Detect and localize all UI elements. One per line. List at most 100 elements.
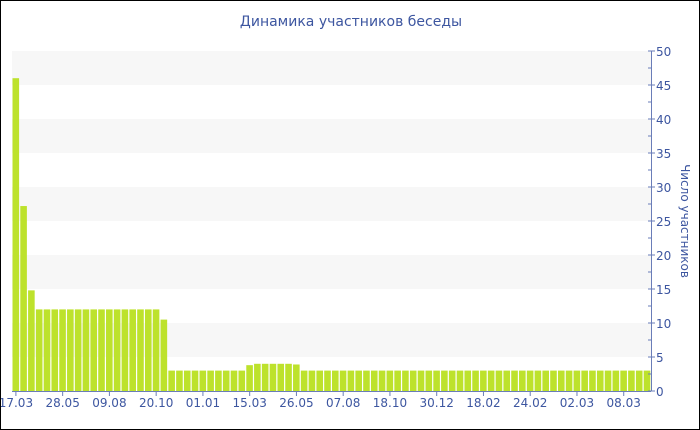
x-tick-label: 24.02 [513,396,547,410]
y-tick-label: 0 [656,385,664,399]
x-tick-label: 30.12 [420,396,454,410]
bar [339,370,347,391]
bar [191,370,199,391]
x-tick-label: 18.10 [373,396,407,410]
grid-band [12,255,651,289]
bar [121,309,129,391]
bar [90,309,98,391]
y-tick-label: 45 [656,79,671,93]
bar [254,363,261,391]
bar [519,370,526,391]
bar [565,370,573,391]
bar [628,370,635,391]
bar [394,370,401,391]
bar [82,309,90,391]
bar [59,309,66,391]
x-tick-label: 08.03 [607,396,641,410]
y-tick-label: 50 [656,45,671,59]
bar [215,370,222,391]
bar [456,370,464,391]
y-tick-label: 15 [656,283,671,297]
bar [542,370,549,391]
y-tick-label: 10 [656,317,671,331]
bar [324,370,331,391]
bar [20,206,27,391]
bar [113,309,121,391]
bar [144,309,152,391]
bar [207,370,214,391]
bar [464,370,472,391]
bar [363,370,370,391]
bar [612,370,620,391]
bar [573,370,581,391]
bar [222,370,230,391]
x-tick-label: 01.01 [186,396,220,410]
bar [152,309,160,391]
bar [402,370,409,391]
x-tick-label: 28.05 [45,396,79,410]
x-tick-label: 07.08 [326,396,360,410]
bar [230,370,238,391]
bar [378,370,386,391]
bar [495,370,503,391]
bar [246,365,253,391]
bar [74,309,82,391]
bar [129,309,136,391]
bar [448,370,456,391]
bar [425,370,433,391]
y-tick-label: 5 [656,351,664,365]
bar [277,363,285,391]
bar [472,370,479,391]
bar [160,319,168,391]
bar [503,370,511,391]
bar [487,370,495,391]
bar [409,370,417,391]
bar [635,370,643,391]
y-axis-label: Число участников [678,164,692,278]
x-tick-label: 15.03 [232,396,266,410]
bar [293,364,300,391]
bar [269,363,277,391]
bar [51,309,59,391]
bar [168,370,175,391]
bar [441,370,448,391]
bar [511,370,518,391]
y-tick-label: 40 [656,113,671,127]
x-tick-label: 02.03 [560,396,594,410]
x-tick-label: 26.05 [279,396,313,410]
bar [238,370,246,391]
bar [300,370,308,391]
bar [347,370,355,391]
grid-band [12,119,651,153]
x-tick-label: 17.03 [1,396,33,410]
bar [67,309,74,391]
bar [589,370,596,391]
bar [316,370,324,391]
chart-title: Динамика участников беседы [239,14,463,30]
bar [35,309,43,391]
y-tick-label: 20 [656,249,671,263]
grid-band [12,51,651,85]
bar [183,370,191,391]
bar [137,309,144,391]
bar [199,370,207,391]
y-tick-label: 25 [656,215,671,229]
bar [550,370,557,391]
y-tick-label: 30 [656,181,671,195]
x-tick-label: 18.02 [466,396,500,410]
y-tick-label: 35 [656,147,671,161]
bar [285,363,292,391]
bar [28,290,35,391]
bar [581,370,588,391]
bar [43,309,51,391]
bar [106,309,113,391]
bar [355,370,362,391]
bar [370,370,378,391]
bar [308,370,316,391]
bar [557,370,565,391]
bar [620,370,627,391]
bar [176,370,183,391]
bar [386,370,394,391]
bar [417,370,425,391]
x-tick-label: 09.08 [92,396,126,410]
